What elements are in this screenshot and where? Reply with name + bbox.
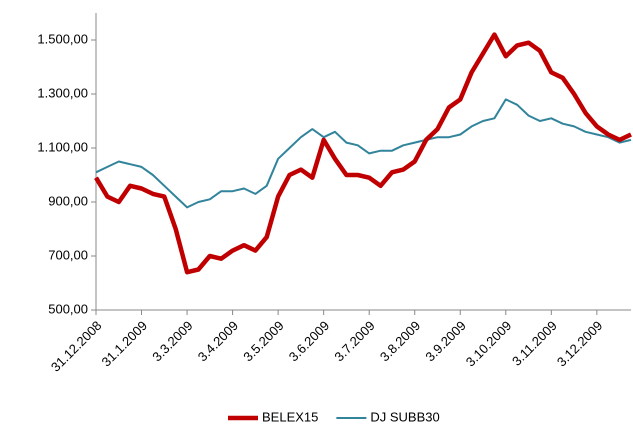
x-tick-label: 3.11.2009: [509, 318, 560, 369]
x-tick-label: 3.5.2009: [240, 318, 286, 364]
x-tick-label: 3.10.2009: [463, 318, 515, 370]
y-tick-label: 1.300,00: [37, 85, 88, 100]
x-tick-label: 3.9.2009: [422, 318, 468, 364]
y-tick-label: 500,00: [48, 301, 88, 316]
x-tick-label: 31.1.2009: [99, 318, 151, 370]
series-line: [94, 32, 632, 275]
legend-label: DJ SUBB30: [370, 409, 439, 424]
x-tick-label: 3.6.2009: [286, 318, 332, 364]
legend-label: BELEX15: [262, 409, 318, 424]
x-tick-label: 3.3.2009: [149, 318, 195, 364]
y-tick-label: 700,00: [48, 247, 88, 262]
x-tick-label: 3.8.2009: [377, 318, 423, 364]
series-line: [95, 98, 632, 209]
y-tick-label: 900,00: [48, 193, 88, 208]
x-tick-label: 31.12.2008: [48, 318, 105, 375]
x-tick-label: 3.7.2009: [331, 318, 377, 364]
x-tick-label: 3.12.2009: [554, 318, 606, 370]
x-tick-label: 3.4.2009: [195, 318, 241, 364]
y-tick-label: 1.500,00: [37, 31, 88, 46]
y-tick-label: 1.100,00: [37, 139, 88, 154]
